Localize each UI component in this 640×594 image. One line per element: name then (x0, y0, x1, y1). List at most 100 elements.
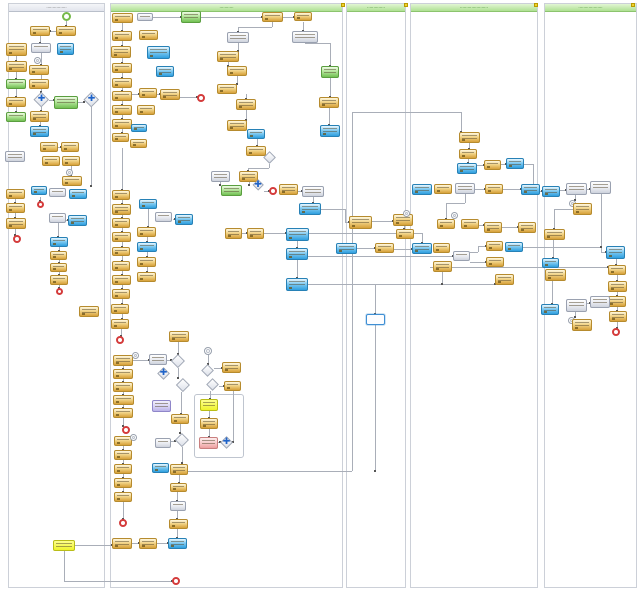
task-node-purple[interactable] (152, 400, 171, 412)
error-node-pink[interactable] (199, 437, 218, 449)
status-node-blue[interactable] (137, 242, 157, 252)
task-node-yellow[interactable] (227, 66, 247, 76)
subprocess-node-gray[interactable] (227, 32, 249, 43)
status-node-blue[interactable] (139, 199, 157, 209)
intermediate-event[interactable] (66, 169, 73, 176)
end-event[interactable] (612, 328, 620, 336)
task-node-yellow[interactable] (112, 289, 130, 299)
task-node-yellow[interactable] (61, 142, 79, 152)
task-node-yellow[interactable] (246, 146, 266, 156)
task-node-yellow[interactable] (6, 97, 26, 107)
task-node-yellow[interactable] (50, 275, 68, 285)
end-event[interactable] (56, 288, 63, 295)
intermediate-event[interactable] (34, 57, 41, 64)
task-node-yellow[interactable] (6, 218, 26, 229)
task-node-yellow[interactable] (113, 382, 133, 392)
task-node-yellow[interactable] (112, 218, 130, 228)
subprocess-node-gray[interactable] (31, 43, 51, 53)
status-node-blue[interactable] (506, 158, 524, 169)
task-node-yellow[interactable] (495, 274, 514, 285)
task-node-yellow[interactable] (62, 176, 82, 186)
task-node-yellow[interactable] (139, 88, 157, 98)
intermediate-event[interactable] (403, 210, 410, 217)
task-node-yellow[interactable] (30, 26, 50, 36)
task-node-yellow[interactable] (486, 257, 504, 267)
task-node-yellow[interactable] (114, 492, 132, 502)
task-node-yellow[interactable] (170, 483, 187, 492)
task-node-yellow[interactable] (62, 156, 80, 166)
task-node-yellow[interactable] (112, 232, 131, 242)
task-node-yellow[interactable] (461, 219, 479, 229)
status-node-blue[interactable] (168, 538, 187, 549)
subprocess-node-gray[interactable] (292, 31, 318, 43)
subprocess-node-gray[interactable] (149, 354, 167, 365)
task-node-yellow[interactable] (484, 160, 501, 170)
subprocess-node-gray[interactable] (49, 188, 66, 197)
task-node-yellow[interactable] (294, 12, 312, 21)
status-node-blue[interactable] (50, 237, 68, 247)
task-node-yellow[interactable] (573, 203, 592, 215)
end-event[interactable] (122, 426, 130, 434)
gateway-node[interactable] (176, 378, 190, 392)
intermediate-event[interactable] (130, 434, 137, 441)
subprocess-node-gray[interactable] (455, 183, 475, 194)
task-node-yellow[interactable] (459, 132, 480, 143)
end-event[interactable] (197, 94, 205, 102)
status-node-blue[interactable] (521, 184, 540, 195)
status-node-blue[interactable] (69, 189, 87, 199)
task-node-yellow[interactable] (50, 263, 67, 272)
task-node-yellow[interactable] (130, 139, 147, 148)
status-node-blue[interactable] (247, 129, 265, 139)
status-node-blue[interactable] (175, 214, 193, 225)
end-event[interactable] (119, 519, 127, 527)
end-event[interactable] (269, 187, 277, 195)
task-node-yellow[interactable] (112, 119, 132, 129)
task-node-yellow[interactable] (222, 362, 241, 373)
status-node-blue[interactable] (299, 203, 321, 215)
subprocess-node-gray[interactable] (566, 183, 587, 195)
intermediate-event[interactable] (204, 347, 212, 355)
task-node-yellow[interactable] (485, 184, 503, 194)
subprocess-node-gray[interactable] (590, 181, 611, 194)
task-node-yellow[interactable] (113, 408, 133, 418)
highlighted-node-blue-border[interactable] (366, 314, 385, 325)
status-node-blue[interactable] (286, 248, 308, 260)
task-node-yellow[interactable] (433, 243, 450, 253)
status-node-blue[interactable] (30, 126, 49, 137)
task-node-yellow[interactable] (139, 538, 157, 549)
task-node-yellow[interactable] (29, 79, 49, 89)
status-node-blue[interactable] (320, 125, 340, 137)
task-node-yellow[interactable] (112, 91, 132, 101)
status-node-blue[interactable] (606, 246, 625, 259)
status-node-blue[interactable] (336, 243, 357, 254)
subprocess-node-gray[interactable] (590, 296, 610, 308)
subprocess-node-gray[interactable] (49, 213, 66, 223)
task-node-yellow[interactable] (137, 227, 156, 237)
task-node-yellow[interactable] (349, 216, 372, 229)
subprocess-node-gray[interactable] (453, 251, 470, 261)
task-node-yellow[interactable] (169, 331, 189, 342)
task-node-yellow[interactable] (434, 184, 452, 194)
gateway-node[interactable] (201, 364, 214, 377)
intermediate-event[interactable] (132, 352, 139, 359)
status-node-blue[interactable] (57, 43, 74, 55)
task-node-yellow[interactable] (396, 229, 414, 239)
task-node-yellow[interactable] (170, 464, 188, 475)
status-node-blue[interactable] (457, 163, 477, 174)
ok-node-green[interactable] (181, 11, 201, 23)
task-node-yellow[interactable] (486, 241, 503, 251)
task-node-yellow[interactable] (160, 89, 180, 100)
lane-collapse-marker[interactable] (404, 3, 408, 7)
task-node-yellow[interactable] (111, 304, 129, 314)
task-node-yellow[interactable] (608, 265, 626, 275)
task-node-yellow[interactable] (139, 30, 158, 40)
status-node-blue[interactable] (147, 46, 170, 59)
task-node-yellow[interactable] (112, 105, 132, 115)
status-node-blue[interactable] (541, 304, 559, 315)
task-node-yellow[interactable] (114, 436, 132, 446)
subprocess-node-gray[interactable] (566, 299, 587, 312)
ok-node-green[interactable] (6, 112, 26, 122)
task-node-yellow[interactable] (30, 111, 49, 122)
task-node-yellow[interactable] (518, 222, 536, 233)
lane-collapse-marker[interactable] (534, 3, 538, 7)
